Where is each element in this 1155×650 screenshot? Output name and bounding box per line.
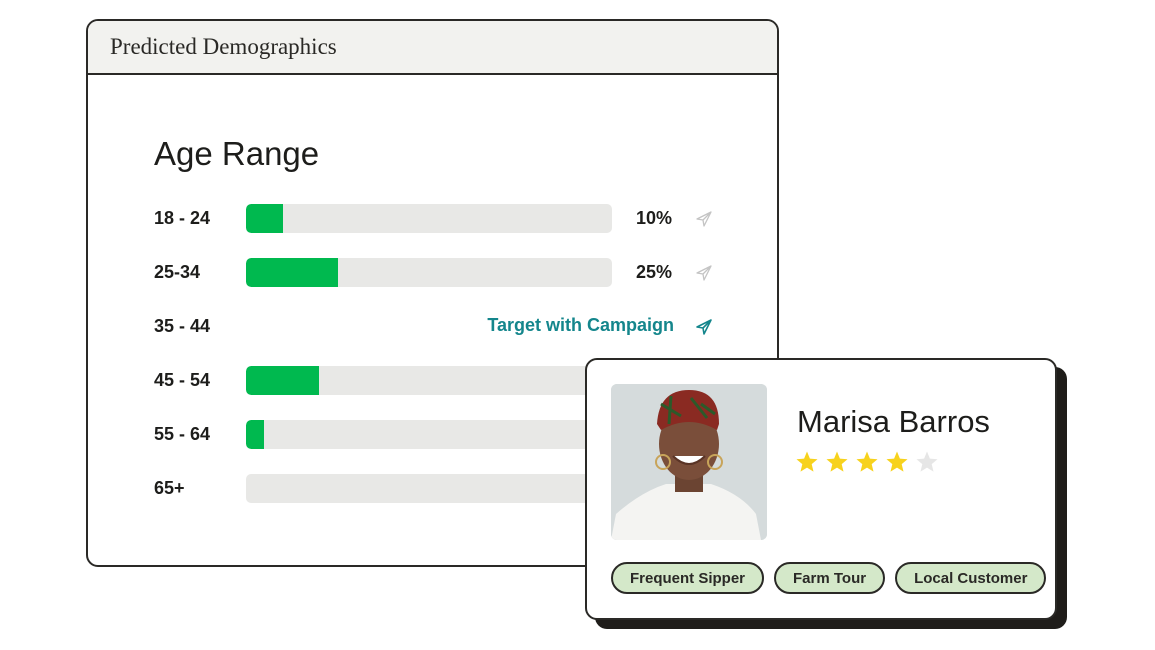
target-with-campaign-link[interactable]: Target with Campaign (487, 315, 674, 335)
progress-fill (246, 366, 320, 395)
age-label: 25-34 (154, 262, 201, 282)
star-filled-icon (886, 451, 908, 472)
age-row-25-34: 25-34 25% (154, 258, 754, 288)
progress-bar (246, 204, 612, 233)
tag-local-customer[interactable]: Local Customer (895, 562, 1047, 594)
progress-bar (246, 258, 612, 287)
progress-fill (246, 204, 283, 233)
age-label: 65+ (154, 478, 185, 498)
tag-frequent-sipper[interactable]: Frequent Sipper (611, 562, 765, 594)
percent-label: 10% (636, 208, 673, 228)
progress-fill (246, 258, 338, 287)
customer-profile-card[interactable]: Marisa Barros Frequent Sipper Farm Tour … (585, 358, 1057, 620)
age-row-65-plus: 65+ (154, 474, 754, 504)
paper-plane-icon[interactable] (694, 209, 714, 229)
age-label: 18 - 24 (154, 208, 211, 228)
progress-bar (246, 474, 612, 503)
paper-plane-icon[interactable] (694, 317, 714, 337)
age-label: 35 - 44 (154, 316, 211, 336)
star-filled-icon (856, 451, 878, 472)
progress-fill (246, 420, 265, 449)
section-title: Age Range (154, 135, 320, 172)
tag-list: Frequent Sipper Farm Tour Local Customer (611, 562, 1047, 594)
paper-plane-icon[interactable] (694, 263, 714, 283)
star-empty-icon (916, 451, 938, 472)
star-filled-icon (796, 451, 818, 472)
age-row-18-24: 18 - 24 10% (154, 204, 754, 234)
customer-name: Marisa Barros (797, 404, 990, 439)
age-row-45-54: 45 - 54 (154, 366, 754, 396)
age-row-35-44: 35 - 44 Target with Campaign (154, 312, 754, 342)
panel-title: Predicted Demographics (110, 34, 337, 59)
tag-farm-tour[interactable]: Farm Tour (774, 562, 886, 594)
star-rating (795, 450, 939, 474)
age-label: 45 - 54 (154, 370, 211, 390)
age-label: 55 - 64 (154, 424, 211, 444)
predicted-demographics-panel: Predicted Demographics Age Range 18 - 24… (86, 19, 779, 567)
star-filled-icon (826, 451, 848, 472)
percent-label: 25% (636, 262, 673, 282)
progress-bar (246, 366, 612, 395)
progress-bar (246, 420, 612, 449)
customer-photo (611, 384, 767, 540)
panel-header: Predicted Demographics (88, 21, 777, 75)
age-row-55-64: 55 - 64 (154, 420, 754, 450)
